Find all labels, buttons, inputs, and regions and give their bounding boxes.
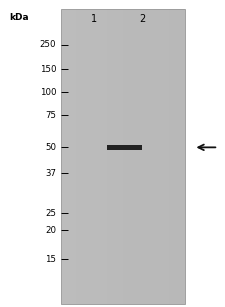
Text: 25: 25 [45, 209, 56, 218]
Bar [123, 9, 138, 304]
Bar [61, 9, 184, 304]
Text: 15: 15 [45, 255, 56, 264]
Text: 2: 2 [140, 14, 146, 24]
Text: 50: 50 [45, 143, 56, 152]
Text: 100: 100 [40, 87, 56, 97]
Text: kDa: kDa [9, 13, 29, 22]
Text: 250: 250 [40, 40, 56, 49]
Bar [108, 145, 142, 150]
Text: 150: 150 [40, 64, 56, 74]
Bar [107, 9, 123, 304]
Text: 37: 37 [45, 169, 56, 178]
Bar [138, 9, 153, 304]
Bar [153, 9, 169, 304]
Bar [92, 9, 107, 304]
Text: 1: 1 [91, 14, 98, 24]
Bar [61, 9, 76, 304]
Text: 75: 75 [45, 111, 56, 120]
Bar [76, 9, 92, 304]
Bar [169, 9, 184, 304]
Text: 20: 20 [45, 226, 56, 235]
